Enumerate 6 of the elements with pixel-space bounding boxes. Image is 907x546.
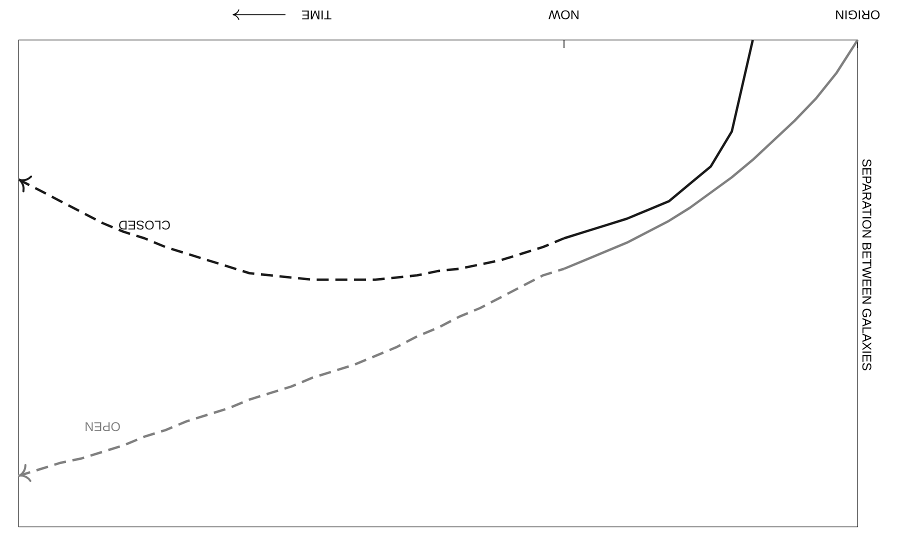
x-tick-label: ORIGIN <box>836 10 880 20</box>
x-axis-title: TIME <box>302 10 332 20</box>
series-label: OPEN <box>86 422 120 432</box>
series-label: CLOSED <box>119 220 170 230</box>
y-axis-title: SEPARATION BETWEEN GALAXIES <box>862 159 872 370</box>
x-tick-label: NOW <box>548 10 578 20</box>
